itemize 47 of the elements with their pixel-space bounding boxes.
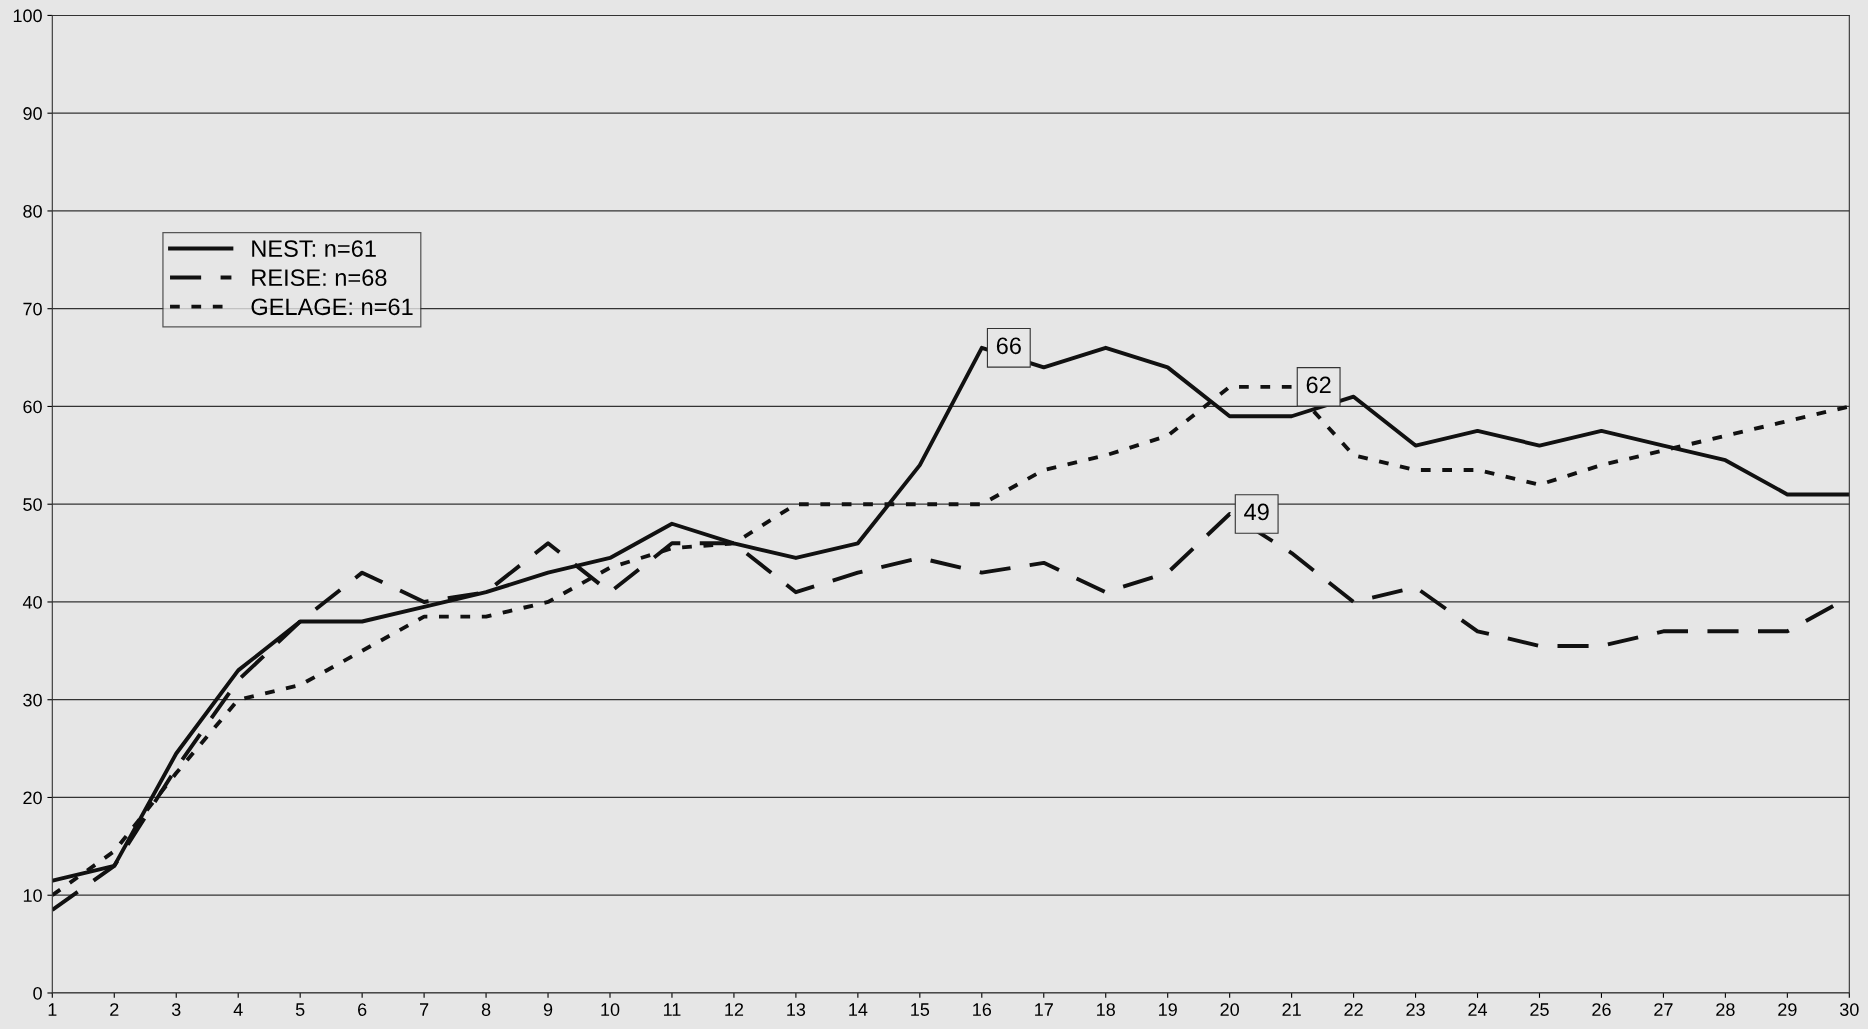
x-tick-label: 3 <box>171 1003 181 1016</box>
x-tick-label: 8 <box>481 1003 491 1016</box>
x-tick-label: 20 <box>1220 1003 1239 1016</box>
x-tick-label: 14 <box>849 1003 868 1016</box>
annotation: 62 <box>1306 376 1331 394</box>
y-tick-label: 70 <box>23 302 42 316</box>
x-tick-label: 21 <box>1282 1003 1301 1016</box>
annotation: 49 <box>1244 503 1269 521</box>
y-tick-label: 40 <box>22 595 42 609</box>
x-tick-label: 26 <box>1592 1003 1611 1016</box>
x-tick-label: 6 <box>358 1003 367 1016</box>
x-tick-label: 19 <box>1159 1003 1177 1016</box>
y-tick-label: 60 <box>23 400 42 414</box>
x-tick-label: 4 <box>233 1003 243 1016</box>
x-tick-label: 10 <box>601 1003 620 1016</box>
legend-label: GELAGE: n=61 <box>251 298 413 316</box>
annotation: 66 <box>996 337 1021 355</box>
x-tick-label: 7 <box>420 1003 429 1016</box>
y-tick-label: 50 <box>23 498 42 511</box>
y-tick-label: 30 <box>23 693 42 707</box>
y-tick-label: 20 <box>23 791 42 805</box>
x-tick-label: 24 <box>1468 1003 1488 1016</box>
y-tick-label: 10 <box>23 889 42 902</box>
x-tick-label: 22 <box>1344 1003 1363 1016</box>
y-tick-label: 80 <box>23 204 42 218</box>
y-tick-label: 90 <box>23 107 42 120</box>
x-tick-label: 17 <box>1035 1003 1053 1016</box>
legend-label: NEST: n=61 <box>252 240 376 257</box>
y-tick-label: 100 <box>13 9 42 23</box>
x-tick-label: 18 <box>1097 1003 1115 1016</box>
x-tick-label: 27 <box>1654 1003 1673 1016</box>
x-tick-label: 16 <box>973 1003 992 1016</box>
x-tick-label: 28 <box>1716 1003 1735 1016</box>
x-tick-label: 11 <box>663 1003 681 1016</box>
x-tick-label: 13 <box>787 1003 806 1016</box>
x-tick-label: 30 <box>1839 1003 1859 1016</box>
x-tick-label: 12 <box>725 1003 744 1016</box>
x-tick-label: 9 <box>543 1003 553 1016</box>
x-tick-label: 15 <box>911 1003 930 1016</box>
x-tick-label: 2 <box>110 1003 119 1016</box>
x-tick-label: 23 <box>1406 1003 1425 1016</box>
y-tick-label: 0 <box>33 986 42 1000</box>
x-tick-label: 1 <box>48 1003 57 1016</box>
x-tick-label: 25 <box>1530 1003 1549 1016</box>
x-tick-label: 29 <box>1778 1003 1797 1016</box>
x-tick-label: 5 <box>295 1003 305 1016</box>
legend-label: REISE: n=68 <box>252 269 387 287</box>
